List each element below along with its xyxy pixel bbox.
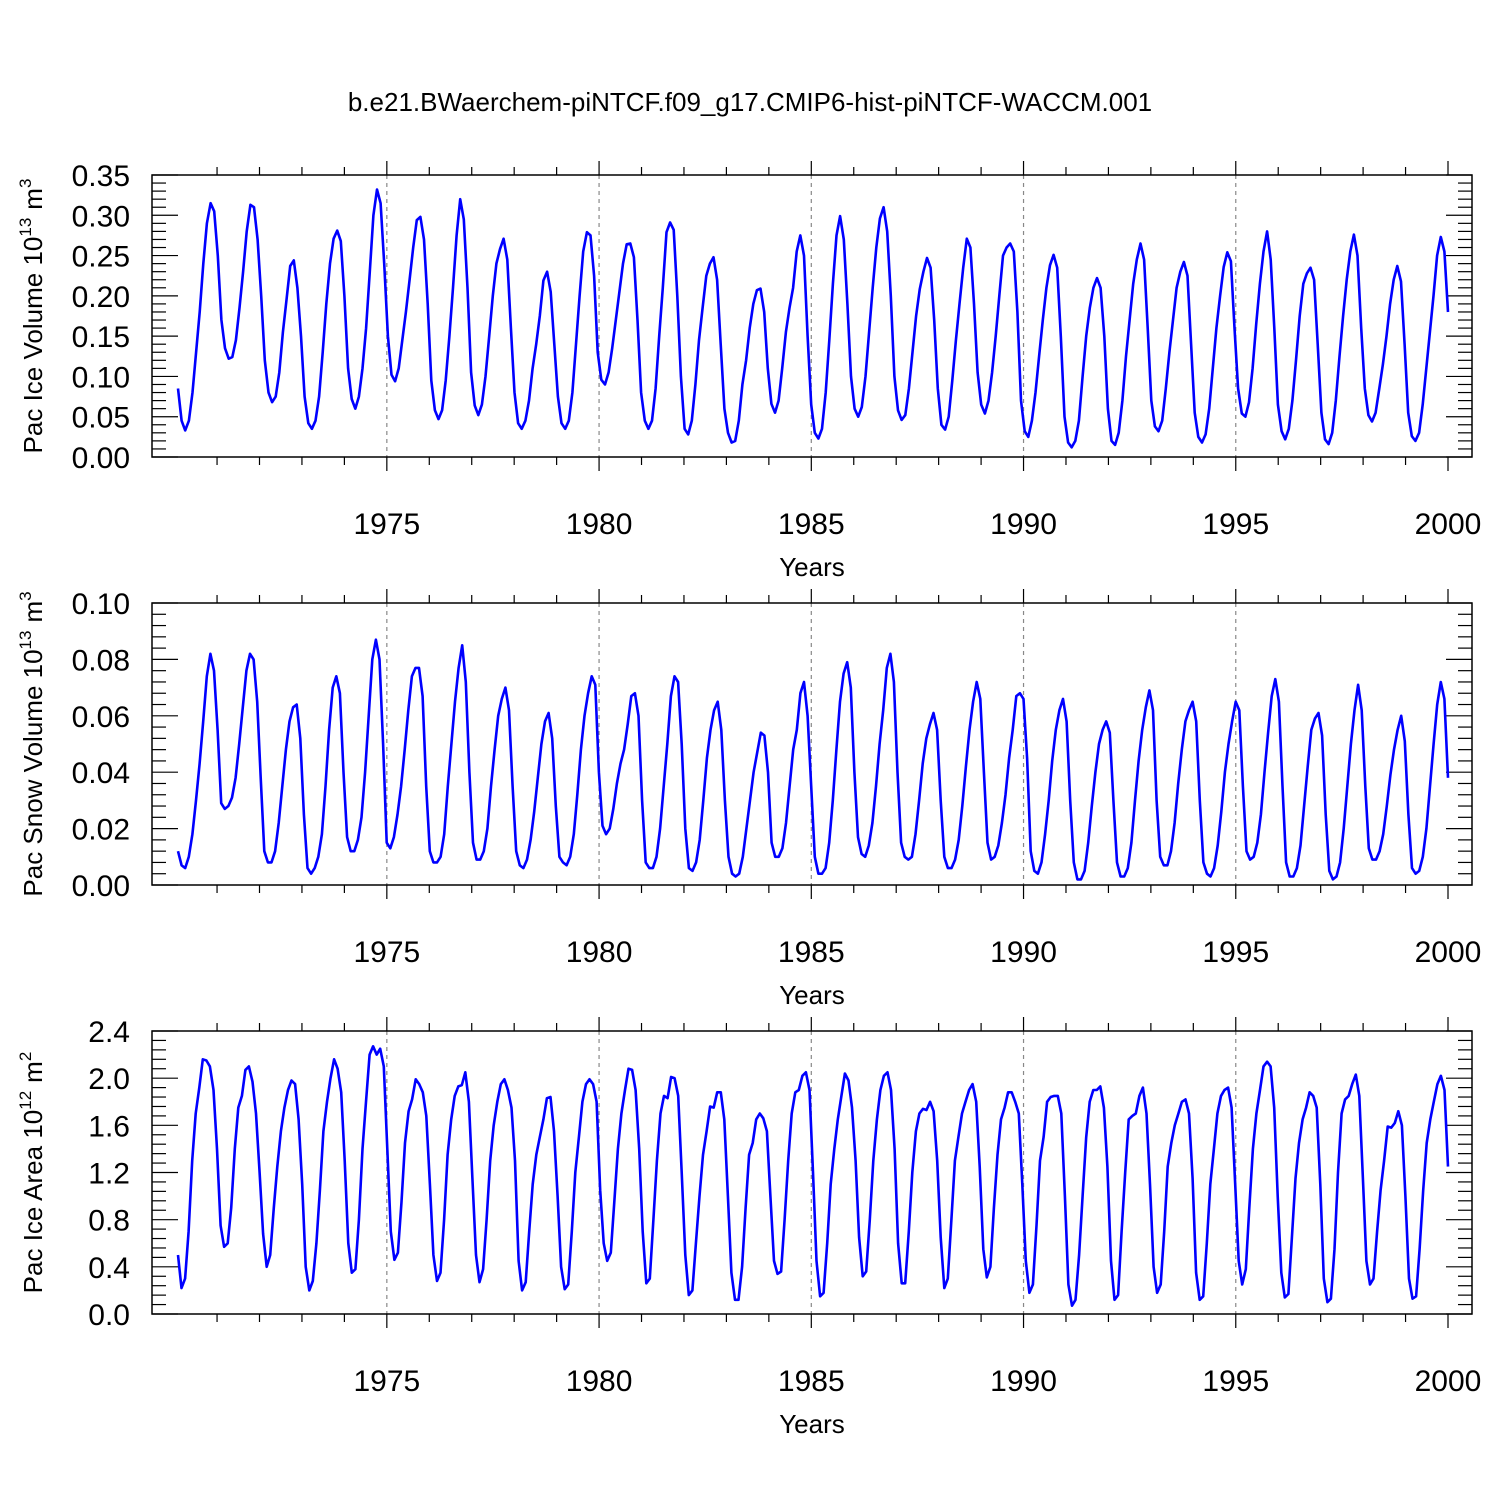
x-tick-label: 2000 (1415, 936, 1482, 969)
y-tick-label: 0.06 (72, 701, 130, 734)
y-tick-label: 0.05 (72, 402, 130, 435)
y-axis-label-part: m (18, 601, 48, 623)
y-axis-label-part: 3 (16, 179, 35, 188)
panel-2: 0.00 0.02 0.04 0.06 0.08 0.10 1975 1980 1985 1990… (16, 588, 1481, 1010)
panel-1: 0.00 0.05 0.10 0.15 0.20 0.25 0.30 0.35 1975 1980… (16, 160, 1481, 582)
x-tick-label: 2000 (1415, 508, 1482, 541)
data-line (176, 638, 1450, 881)
y-tick-label: 1.6 (88, 1110, 130, 1143)
x-tick-label: 1995 (1202, 1365, 1269, 1398)
y-tick-label: 0.08 (72, 644, 130, 677)
y-axis-label-part: m (18, 1061, 48, 1083)
y-tick-label: 1.2 (88, 1158, 130, 1191)
y-axis-label-part: 13 (16, 631, 35, 650)
y-tick-label: 0.02 (72, 814, 130, 847)
x-tick-label: 1985 (778, 508, 845, 541)
panels: 0.00 0.05 0.10 0.15 0.20 0.25 0.30 0.35 1975 1980… (16, 160, 1481, 1439)
y-tick-label: 0.30 (72, 200, 130, 233)
y-axis-label-part: Pac Ice Volume 10 (18, 237, 48, 454)
y-tick-label: 0.8 (88, 1205, 130, 1238)
x-tick-label: 1995 (1202, 508, 1269, 541)
chart-title: b.e21.BWaerchem-piNTCF.f09_g17.CMIP6-his… (348, 87, 1152, 117)
y-tick-label: 0.35 (72, 160, 130, 193)
x-tick-label: 1980 (566, 1365, 633, 1398)
data-line (176, 1045, 1450, 1307)
x-tick-label: 1975 (353, 1365, 420, 1398)
x-tick-label: 1990 (990, 508, 1057, 541)
y-axis-label-part: 12 (16, 1091, 35, 1110)
y-tick-label: 0.00 (72, 442, 130, 475)
x-axis-label: Years (779, 1409, 845, 1439)
x-tick-label: 1980 (566, 508, 633, 541)
y-tick-label: 0.0 (88, 1299, 130, 1332)
y-tick-label: 0.10 (72, 588, 130, 621)
y-tick-label: 0.00 (72, 870, 130, 903)
x-tick-label: 1995 (1202, 936, 1269, 969)
y-tick-label: 2.4 (88, 1016, 130, 1049)
y-axis-label-part: m (18, 188, 48, 210)
x-tick-label: 1990 (990, 1365, 1057, 1398)
y-tick-label: 0.20 (72, 281, 130, 314)
y-axis-label-part: Pac Ice Area 10 (18, 1110, 48, 1294)
data-line (176, 188, 1450, 449)
y-tick-label: 0.4 (88, 1252, 130, 1285)
y-axis-label-part: Pac Snow Volume 10 (18, 649, 48, 896)
y-axis-label: Pac Snow Volume 1013 m3 (16, 591, 48, 896)
x-tick-label: 1985 (778, 1365, 845, 1398)
y-tick-label: 0.10 (72, 361, 130, 394)
y-axis-label-part: 3 (16, 591, 35, 600)
x-tick-label: 1975 (353, 508, 420, 541)
x-tick-label: 1980 (566, 936, 633, 969)
y-tick-label: 0.04 (72, 757, 130, 790)
plot-frame (151, 174, 1473, 458)
y-tick-label: 2.0 (88, 1063, 130, 1096)
x-axis-label: Years (779, 980, 845, 1010)
x-axis-label: Years (779, 552, 845, 582)
y-axis-label-part: 13 (16, 218, 35, 237)
x-tick-label: 1975 (353, 936, 420, 969)
y-axis-label-part: 2 (16, 1052, 35, 1061)
y-axis-label: Pac Ice Area 1012 m2 (16, 1052, 48, 1294)
y-tick-label: 0.25 (72, 241, 130, 274)
x-tick-label: 2000 (1415, 1365, 1482, 1398)
x-tick-label: 1990 (990, 936, 1057, 969)
plot-frame (151, 602, 1473, 886)
x-tick-label: 1985 (778, 936, 845, 969)
y-tick-label: 0.15 (72, 321, 130, 354)
y-axis-label: Pac Ice Volume 1013 m3 (16, 179, 48, 454)
panel-3: 0.0 0.4 0.8 1.2 1.6 2.0 2.4 1975 1980 1985 1990 199… (16, 1016, 1481, 1439)
